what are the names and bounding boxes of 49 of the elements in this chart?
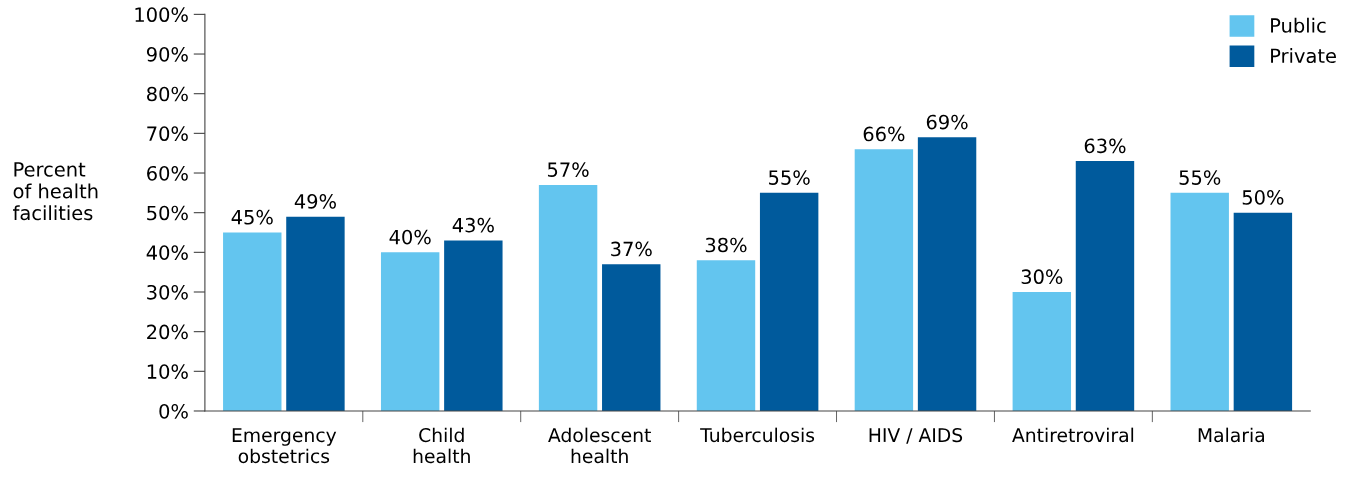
bar [917, 137, 977, 411]
x-tick-label: Malaria [1198, 427, 1264, 443]
bar [759, 192, 819, 411]
bar [223, 232, 282, 411]
bar [854, 149, 914, 411]
bar [444, 240, 503, 411]
data-label: 43% [452, 217, 494, 233]
data-label: 55% [769, 170, 810, 185]
bar [1233, 212, 1293, 411]
y-tick-label: 30% [147, 284, 188, 300]
data-label: 37% [611, 241, 652, 257]
data-label: 49% [294, 194, 336, 209]
y-tick-label: 60% [147, 165, 188, 181]
data-label: 63% [1084, 138, 1126, 154]
bar [380, 252, 440, 411]
x-tick-label: Emergency obstetrics [232, 428, 337, 464]
bar [538, 184, 598, 411]
bar [1012, 292, 1072, 411]
data-label: 45% [231, 209, 273, 225]
bar [696, 260, 756, 411]
y-tick-label: 40% [146, 245, 188, 260]
y-tick-label: 50% [147, 205, 188, 221]
x-tick-label: Adolescent health [548, 427, 651, 464]
y-tick-label: 20% [147, 324, 188, 340]
data-label: 38% [705, 237, 747, 253]
x-tick-label: Child health [413, 427, 470, 464]
data-label: 57% [547, 162, 589, 177]
y-tick-label: 100% [135, 7, 188, 23]
data-label: 55% [1179, 170, 1221, 185]
bar [602, 264, 661, 411]
legend-label: Public [1271, 17, 1326, 33]
y-tick-label: 0% [159, 403, 188, 419]
y-tick-label: 10% [147, 364, 188, 379]
y-axis-title: Percent of health facilities [13, 162, 98, 221]
bar [1170, 192, 1229, 411]
data-label: 66% [863, 126, 905, 142]
x-tick-label: HIV / AIDS [869, 427, 963, 444]
data-label: 40% [389, 229, 431, 245]
y-tick-label: 90% [146, 46, 188, 62]
data-label: 30% [1021, 269, 1063, 285]
x-tick-label: Antiretroviral [1012, 427, 1134, 443]
y-tick-label: 80% [147, 86, 188, 102]
bar [1075, 161, 1135, 411]
data-label: 50% [1242, 190, 1284, 205]
x-tick-label: Tuberculosis [700, 427, 815, 443]
bar [286, 216, 345, 411]
y-tick-label: 70% [147, 126, 188, 142]
legend-label: Private [1271, 48, 1336, 64]
data-label: 69% [926, 114, 968, 130]
